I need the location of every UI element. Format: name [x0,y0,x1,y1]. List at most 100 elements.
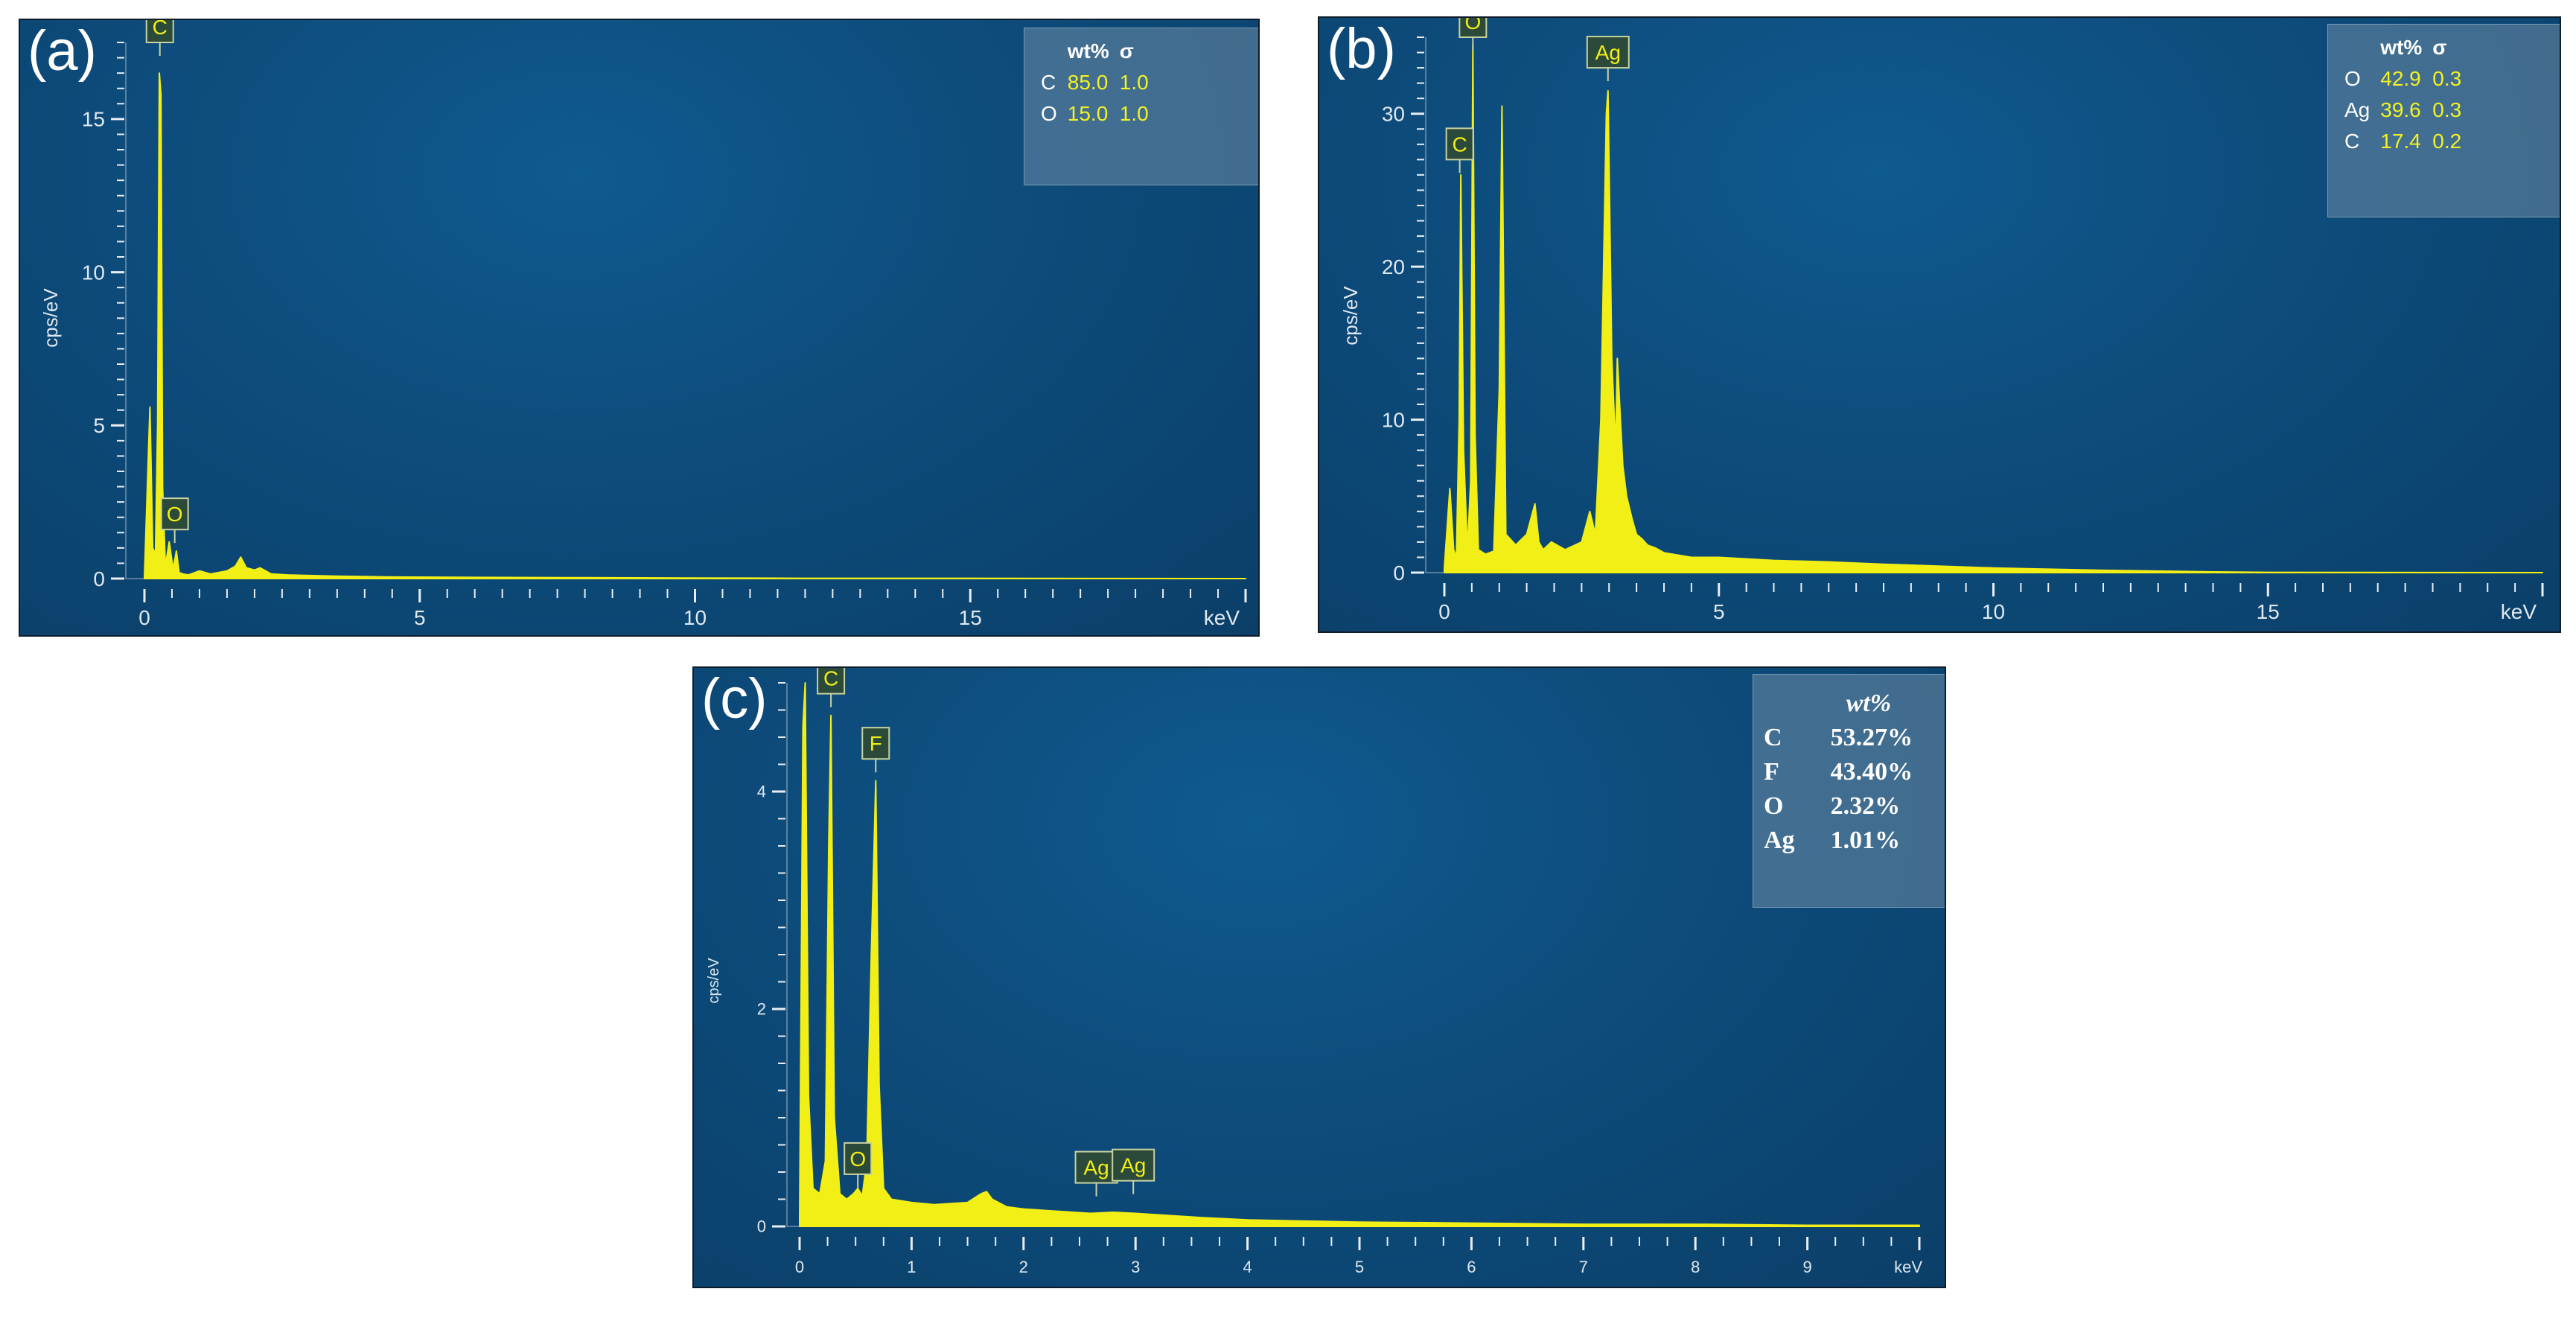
svg-text:Ag: Ag [1120,1154,1146,1177]
element-cell: Ag [1764,827,1795,854]
x-tick-label: 10 [1982,600,2005,623]
x-tick-label: 0 [1438,600,1450,623]
element-cell: O [2344,67,2361,90]
svg-text:O: O [849,1147,866,1171]
svg-text:O: O [167,503,183,526]
element-cell: C [1041,71,1056,94]
sigma-cell: 1.0 [1119,71,1149,94]
table-header-sigma: σ [2432,36,2447,59]
y-tick-label: 15 [82,108,105,131]
element-cell: Ag [2344,98,2371,121]
table-header [2344,32,2380,63]
wt-cell: 2.32% [1830,792,1901,820]
x-axis-label: keV [2501,600,2537,623]
table-header-wt: wt% [1846,690,1892,717]
table-row: O 15.0 1.0 [1041,98,1159,130]
peak-label: O [160,497,189,544]
x-tick-label: 15 [2257,600,2280,623]
sigma-cell: 1.0 [1119,102,1149,125]
x-tick-label: 3 [1131,1258,1140,1276]
peak-label: O [1458,18,1488,51]
wt-cell: 15.0 [1067,102,1109,125]
wt-cell: 17.4 [2380,130,2421,153]
wt-cell: 42.9 [2380,67,2421,90]
spectrum-series [799,682,1920,1227]
peak-label: C [817,668,846,707]
table-row: C 85.0 1.0 [1041,67,1159,98]
x-tick-label: 5 [1713,600,1725,623]
element-cell: C [1764,724,1782,751]
x-tick-label: 10 [683,606,707,629]
spectrum-series [144,72,1246,579]
panel-label: (b) [1327,17,1396,80]
y-tick-label: 2 [757,1000,766,1019]
x-tick-label: 9 [1802,1258,1811,1276]
wt-cell: 85.0 [1067,71,1109,94]
y-tick-label: 0 [93,567,105,590]
table-header [1764,687,1831,721]
peak-label: C [1445,127,1474,173]
table-header [1041,36,1068,67]
x-axis-label: keV [1894,1258,1922,1276]
y-tick-label: 4 [757,783,766,801]
peak-label: C [145,20,174,56]
svg-text:C: C [823,668,838,690]
svg-text:C: C [1453,133,1467,156]
table-header-wt: wt% [1067,39,1109,63]
svg-text:Ag: Ag [1595,41,1621,64]
composition-table: wt% C 53.27% F 43.40% O 2.32% Ag 1.01% [1753,674,1945,908]
composition-table: wt% σ C 85.0 1.0 O 15.0 1.0 [1024,28,1258,185]
table-row: O 42.9 0.3 [2344,63,2472,95]
composition-table: wt% σ O 42.9 0.3 Ag 39.6 0.3 C 17.4 0.2 [2327,24,2560,217]
composition-table-body: wt% σ O 42.9 0.3 Ag 39.6 0.3 C 17.4 0.2 [2344,32,2472,157]
x-tick-label: 7 [1579,1258,1588,1276]
element-cell: C [2344,130,2360,153]
y-axis-label: cps/eV [1339,286,1362,346]
table-row: Ag 39.6 0.3 [2344,95,2472,126]
svg-text:Ag: Ag [1083,1156,1109,1179]
table-row: O 2.32% [1764,789,1917,824]
wt-cell: 39.6 [2380,98,2421,121]
edx-panel-c: 0 1 2 3 4 5 6 7 8 9 keV 0 2 4 cps/eV C F O Ag Ag (c) wt% C … [692,666,1946,1288]
spectrum-plot-b: 0 5 10 15 keV 0 10 20 30 cps/eV O C Ag [1339,18,2544,623]
x-tick-label: 5 [414,606,426,629]
composition-table-body: wt% σ C 85.0 1.0 O 15.0 1.0 [1041,36,1159,130]
spectrum-series [1444,44,2543,573]
svg-text:O: O [1464,18,1481,34]
svg-text:F: F [870,732,882,755]
composition-table-body: wt% C 53.27% F 43.40% O 2.32% Ag 1.01% [1764,687,1917,858]
y-tick-label: 10 [1382,408,1405,431]
x-tick-label: 15 [959,606,982,629]
element-cell: O [1764,792,1784,820]
peak-label: O [844,1142,873,1188]
sigma-cell: 0.2 [2432,130,2462,153]
table-row: C 17.4 0.2 [2344,126,2472,157]
edx-panel-b: 0 5 10 15 keV 0 10 20 30 cps/eV O C Ag (b) wt% σ O 4… [1318,16,2561,633]
x-axis-label: keV [1204,606,1240,629]
edx-panel-a: 0 5 10 15 keV 0 5 10 15 cps/eV C O (a) wt% σ C 85.0… [19,19,1260,637]
y-axis-label: cps/eV [39,288,62,348]
peak-label: F [861,727,890,773]
y-tick-label: 10 [82,261,105,284]
peak-label: Ag [1586,36,1630,82]
y-tick-label: 0 [757,1217,766,1236]
table-header-sigma: σ [1119,39,1134,63]
svg-text:C: C [153,20,168,39]
y-axis-label: cps/eV [706,958,722,1004]
table-header-wt: wt% [2380,36,2423,59]
element-cell: F [1764,758,1779,786]
table-row: C 53.27% [1764,721,1917,755]
y-tick-label: 30 [1382,103,1405,126]
x-tick-label: 5 [1355,1258,1364,1276]
x-tick-label: 6 [1467,1258,1476,1276]
sigma-cell: 0.3 [2432,98,2462,121]
panel-label: (a) [28,19,97,83]
wt-cell: 1.01% [1830,827,1901,854]
x-tick-label: 4 [1243,1258,1252,1276]
element-cell: O [1041,102,1057,125]
y-tick-label: 20 [1382,255,1405,278]
x-tick-label: 2 [1019,1258,1028,1276]
table-row: Ag 1.01% [1764,824,1917,858]
